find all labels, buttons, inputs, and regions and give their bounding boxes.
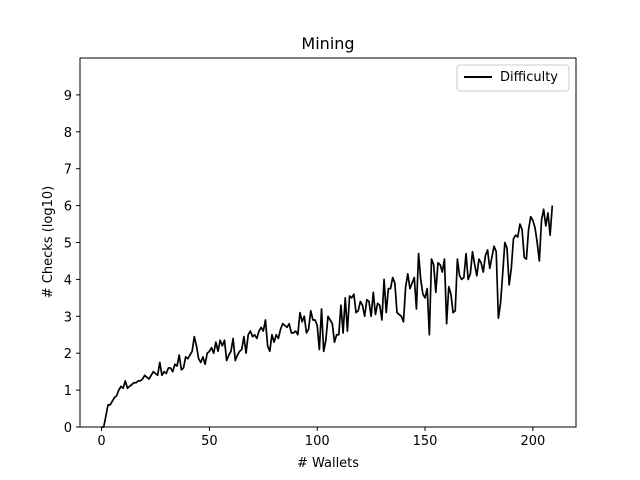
y-axis-ticks: 0 1 2 3 4 5 6 7 8 9 [64,89,80,436]
x-tick-label: 150 [413,434,438,449]
y-tick-label: 7 [64,163,72,178]
y-tick-label: 0 [64,421,72,436]
y-tick-label: 8 [64,126,72,141]
legend-box [456,64,570,92]
y-tick-label: 4 [64,273,72,288]
y-tick-label: 6 [64,200,72,215]
y-tick-label: 2 [64,347,72,362]
legend: Difficulty [456,64,570,92]
y-tick-label: 9 [64,89,72,104]
plot-area-frame [79,57,577,428]
legend-label-difficulty: Difficulty [500,70,558,85]
x-axis-label: # Wallets [297,456,359,471]
chart-title: Mining [301,34,354,53]
x-tick-label: 50 [201,434,218,449]
x-axis-ticks: 0 50 100 150 200 [97,427,545,449]
x-tick-label: 100 [305,434,330,449]
y-tick-label: 3 [64,310,72,325]
y-tick-label: 5 [64,237,72,252]
y-axis-label: # Checks (log10) [41,186,56,298]
series-layer [101,205,554,428]
x-tick-label: 200 [520,434,545,449]
series-line-difficulty [101,205,554,428]
y-tick-label: 1 [64,384,72,399]
x-tick-label: 0 [97,434,105,449]
